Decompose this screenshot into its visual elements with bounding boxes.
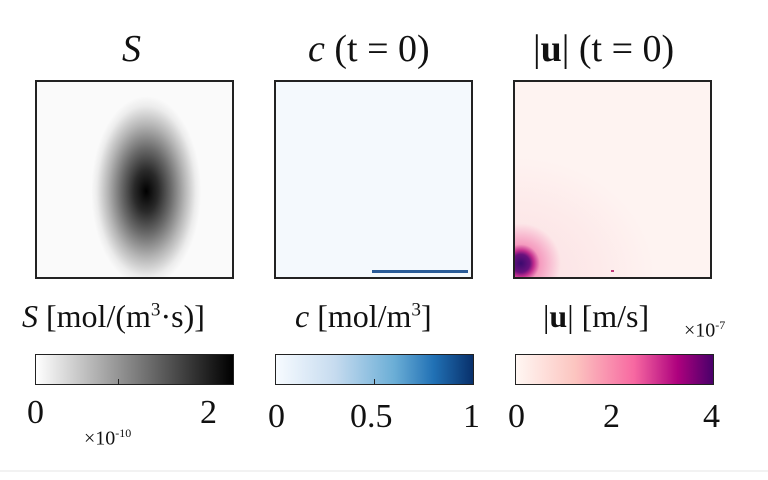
cb-concentration-unit: [mol/m (317, 298, 412, 334)
colorbar-concentration (275, 354, 474, 385)
concentration-boundary-line (372, 270, 468, 273)
cb-source-sup: 3 (150, 299, 161, 321)
tick-concentration-min: 0 (268, 398, 285, 435)
colorbar-velocity (515, 354, 714, 385)
velocity-small-spot (611, 270, 614, 272)
mult-source-base: ×10 (84, 427, 116, 450)
mult-velocity-exp: -7 (715, 318, 726, 332)
title-velocity-bar-right: | (561, 28, 570, 70)
colorbar-label-source: S [mol/(m3·s)] (22, 300, 205, 332)
cb-velocity-unit: [m/s] (581, 298, 650, 334)
multiplier-source: ×10-10 (84, 426, 131, 451)
tick-velocity-min: 0 (508, 398, 525, 435)
title-source: S (122, 30, 141, 68)
colorbar-concentration-mid-tick (374, 379, 375, 384)
cb-velocity-var: u (549, 298, 568, 334)
title-velocity-bar-left: | (533, 28, 541, 70)
cb-velocity-bar-left: | (543, 298, 550, 334)
title-velocity-time: (t = 0) (578, 28, 675, 70)
title-source-var: S (122, 28, 141, 70)
panel-source-field (35, 80, 234, 279)
colorbar-source (35, 354, 234, 385)
panel-velocity-field (513, 80, 712, 279)
multiplier-velocity: ×10-7 (684, 318, 725, 343)
cb-source-var: S (22, 298, 38, 334)
panel-concentration-field (274, 80, 473, 279)
title-concentration-time: (t = 0) (334, 28, 430, 70)
cb-source-unit2: ·s)] (160, 298, 205, 334)
title-concentration-var: c (308, 28, 325, 70)
cb-concentration-var: c (295, 298, 310, 334)
mult-velocity-base: ×10 (684, 319, 716, 342)
colorbar-label-concentration: c [mol/m3] (295, 300, 432, 332)
cb-velocity-bar-right: | (567, 298, 574, 334)
tick-source-min: 0 (27, 394, 44, 431)
colorbar-source-mid-tick (118, 379, 119, 384)
tick-source-max: 2 (200, 394, 217, 431)
cb-concentration-unit2: ] (421, 298, 432, 334)
tick-concentration-max: 1 (463, 398, 480, 435)
colorbar-label-velocity: |u| [m/s] (543, 300, 649, 332)
mult-source-exp: -10 (115, 426, 132, 440)
title-velocity-var: u (540, 28, 562, 70)
tick-concentration-mid: 0.5 (350, 398, 393, 435)
cb-source-unit: [mol/(m (46, 298, 151, 334)
tick-velocity-mid: 2 (603, 398, 620, 435)
bottom-divider (0, 470, 768, 472)
title-concentration: c (t = 0) (308, 30, 430, 68)
cb-concentration-sup: 3 (411, 299, 422, 321)
title-velocity: |u| (t = 0) (533, 30, 674, 68)
tick-velocity-max: 4 (703, 398, 720, 435)
